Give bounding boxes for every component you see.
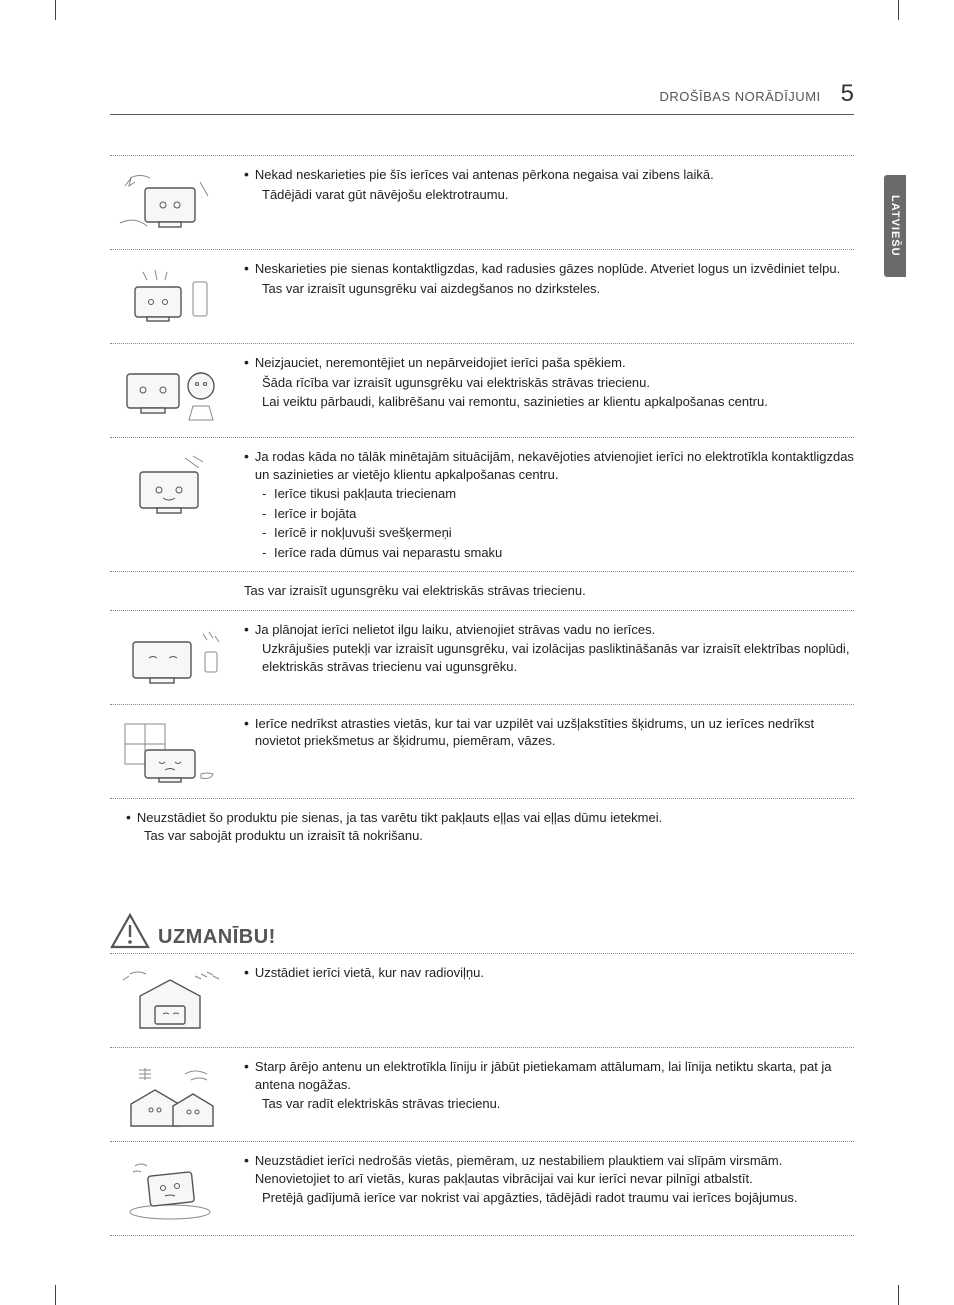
warning-illustration <box>110 166 230 241</box>
warning-row: Ierīce nedrīkst atrasties vietās, kur ta… <box>110 704 854 798</box>
warning-illustration <box>110 715 230 790</box>
warning-tail: Tas var izraisīt ugunsgrēku vai elektris… <box>110 571 854 610</box>
warning-row: Ja rodas kāda no tālāk minētajām situāci… <box>110 437 854 571</box>
warning-row: Nekad neskarieties pie šīs ierīces vai a… <box>110 155 854 249</box>
warning-note: Neuzstādiet šo produktu pie sienas, ja t… <box>110 798 854 853</box>
warning-text: Neskarieties pie sienas kontaktligzdas, … <box>244 260 854 335</box>
warning-row: Neskarieties pie sienas kontaktligzdas, … <box>110 249 854 343</box>
warning-row: Ja plānojat ierīci nelietot ilgu laiku, … <box>110 610 854 704</box>
warning-illustration <box>110 621 230 696</box>
header-page-number: 5 <box>841 80 854 108</box>
warning-text: Neizjauciet, neremontējiet un nepārveido… <box>244 354 854 429</box>
caution-text: Neuzstādiet ierīci nedrošās vietās, piem… <box>244 1152 854 1227</box>
caution-text: Starp ārējo antenu un elektrotīkla līnij… <box>244 1058 854 1133</box>
warning-text: Nekad neskarieties pie šīs ierīces vai a… <box>244 166 854 241</box>
warning-illustration <box>110 448 230 523</box>
warning-text: Ja plānojat ierīci nelietot ilgu laiku, … <box>244 621 854 696</box>
caution-row: Starp ārējo antenu un elektrotīkla līnij… <box>110 1047 854 1141</box>
warnings-section: Nekad neskarieties pie šīs ierīces vai a… <box>110 155 854 853</box>
warning-row: Neizjauciet, neremontējiet un nepārveido… <box>110 343 854 437</box>
caution-heading: UZMANĪBU! <box>110 913 854 949</box>
caution-title: UZMANĪBU! <box>158 926 276 949</box>
caution-illustration <box>110 964 230 1039</box>
warning-illustration <box>110 354 230 429</box>
caution-icon <box>110 913 150 949</box>
caution-row: Uzstādiet ierīci vietā, kur nav radioviļ… <box>110 953 854 1047</box>
warning-illustration <box>110 260 230 335</box>
caution-text: Uzstādiet ierīci vietā, kur nav radioviļ… <box>244 964 854 1039</box>
page-content: DROŠĪBAS NORĀDĪJUMI 5 Nekad neskarieties… <box>110 80 854 1236</box>
caution-illustration <box>110 1152 230 1227</box>
language-tab: LATVIEŠU <box>884 175 906 277</box>
page-header: DROŠĪBAS NORĀDĪJUMI 5 <box>110 80 854 115</box>
warning-text: Ierīce nedrīkst atrasties vietās, kur ta… <box>244 715 854 790</box>
warning-text: Ja rodas kāda no tālāk minētajām situāci… <box>244 448 854 563</box>
header-title: DROŠĪBAS NORĀDĪJUMI <box>659 89 820 104</box>
caution-row: Neuzstādiet ierīci nedrošās vietās, piem… <box>110 1141 854 1235</box>
caution-section: UZMANĪBU! Uzstādiet ierīci vietā, kur na… <box>110 913 854 1236</box>
caution-illustration <box>110 1058 230 1133</box>
